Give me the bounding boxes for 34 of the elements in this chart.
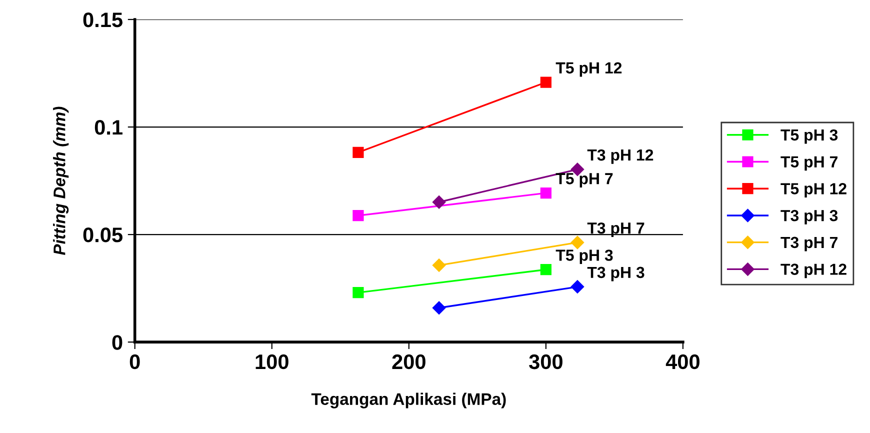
x-tick-label: 300 bbox=[529, 354, 562, 370]
x-tick-label: 100 bbox=[256, 354, 288, 370]
point bbox=[352, 287, 364, 298]
text: T3 pH 3 bbox=[587, 266, 644, 282]
point bbox=[570, 236, 584, 250]
point bbox=[432, 258, 446, 272]
y-axis-title: Pitting Depth (mm) bbox=[53, 106, 69, 256]
x-tick-label: 400 bbox=[666, 354, 700, 370]
legend-label: T5 pH 3 bbox=[780, 129, 838, 144]
text: T5 pH 3 bbox=[556, 250, 613, 264]
legend-label: T3 pH 3 bbox=[780, 210, 838, 224]
text: T5 pH 12 bbox=[556, 62, 622, 77]
legend-label: T3 pH 7 bbox=[780, 236, 838, 252]
text: T3 pH 7 bbox=[587, 222, 644, 237]
x-axis-title: Tegangan Aplikasi (MPa) bbox=[311, 392, 506, 408]
y-tick-label: 0.1 bbox=[94, 120, 122, 135]
y-tick-label: 0 bbox=[112, 335, 122, 350]
x-tick-label: 200 bbox=[392, 354, 426, 370]
legend-label: T5 pH 12 bbox=[780, 183, 846, 198]
y-tick-label: 0.15 bbox=[83, 12, 122, 28]
y-tick-label: 0.05 bbox=[83, 228, 122, 242]
point bbox=[570, 280, 584, 294]
point bbox=[352, 210, 364, 222]
point bbox=[432, 301, 446, 314]
legend-label: T3 pH 12 bbox=[780, 264, 846, 278]
legend-label: T5 pH 7 bbox=[780, 156, 838, 171]
text: T5 pH 7 bbox=[556, 173, 613, 188]
point bbox=[540, 76, 552, 88]
x-tick-label: 0 bbox=[130, 354, 140, 370]
point bbox=[432, 195, 446, 209]
point bbox=[352, 146, 364, 158]
text: T3 pH 12 bbox=[587, 149, 654, 164]
point bbox=[540, 187, 552, 199]
point bbox=[540, 264, 552, 276]
